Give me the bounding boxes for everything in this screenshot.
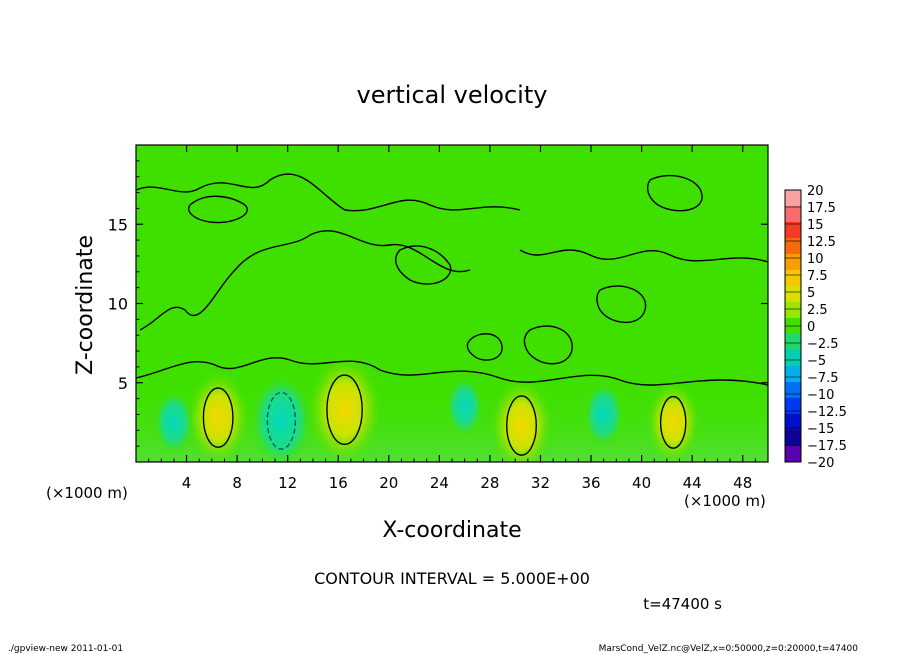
colorbar-label: −20 [807, 456, 834, 471]
colorbar-swatch [785, 430, 801, 447]
footer-left: ./gpview-new 2011-01-01 [8, 644, 123, 654]
x-tick-label: 24 [430, 474, 449, 492]
colorbar-swatch [785, 206, 801, 223]
feature-contour [266, 391, 297, 450]
y-tick-label: 15 [108, 215, 128, 234]
downdraft-region [153, 389, 194, 455]
colorbar-swatch [785, 286, 801, 303]
colorbar-label: 5 [807, 286, 815, 301]
colorbar-label: 15 [807, 218, 824, 233]
colorbar-swatch [785, 302, 801, 319]
updraft-region [305, 352, 384, 462]
y-axis: 5 10 15 [108, 160, 768, 447]
x-tick-label: 16 [329, 474, 348, 492]
contour-line [523, 325, 573, 365]
velocity-features [153, 352, 702, 462]
contour-line [136, 173, 521, 212]
downdraft-region [446, 376, 484, 437]
colorbar-label: −17.5 [807, 439, 847, 454]
x-tick-label: 4 [182, 474, 192, 492]
colorbar-swatch [785, 350, 801, 367]
chart-title: vertical velocity [357, 81, 548, 109]
feature-contour [326, 374, 363, 446]
x-tick-label: 36 [581, 474, 600, 492]
contour-line [136, 357, 768, 386]
contour-line [466, 333, 503, 361]
colorbar-label: 17.5 [807, 201, 836, 216]
colorbar-label: 7.5 [807, 269, 828, 284]
downdraft-region [250, 373, 313, 462]
contour-line [394, 245, 452, 285]
y-tick-label: 5 [118, 374, 128, 393]
x-tick-label: 44 [683, 474, 702, 492]
plot-area [135, 144, 769, 463]
colorbar-swatch [785, 446, 801, 463]
colorbar-label: 20 [807, 184, 824, 199]
time-text: t=47400 s [643, 595, 722, 613]
contour-line [519, 249, 768, 263]
updraft-region [488, 376, 555, 462]
x-tick-label: 48 [733, 474, 752, 492]
colorbar-swatch [785, 254, 801, 271]
contour-line [188, 195, 248, 224]
feature-contours [202, 374, 687, 456]
colorbar-swatch [785, 238, 801, 255]
downdraft-region [583, 381, 624, 447]
x-tick-label: 40 [632, 474, 651, 492]
x-tick-label: 8 [232, 474, 242, 492]
feature-contour [202, 387, 234, 448]
colorbar-label: 12.5 [807, 235, 836, 250]
feature-contour [506, 395, 537, 456]
colorbar-swatch [785, 334, 801, 351]
contour-interval-text: CONTOUR INTERVAL = 5.000E+00 [314, 569, 590, 588]
contour-line [139, 230, 471, 331]
updraft-region [645, 379, 702, 462]
contour-line [646, 174, 703, 212]
x-tick-label: 28 [480, 474, 499, 492]
colorbar-label: −15 [807, 422, 834, 437]
colorbar-swatch [785, 398, 801, 415]
colorbar-label: 10 [807, 252, 824, 267]
colorbar-swatch [785, 414, 801, 431]
colorbar: 20 17.5 15 12.5 10 7.5 5 2.5 0 −2.5 −5 −7.5 −10 −12.5… [784, 184, 847, 471]
colorbar-label: −10 [807, 388, 834, 403]
colorbar-label: −2.5 [807, 337, 839, 352]
colorbar-swatch [785, 366, 801, 383]
x-unit-right: (×1000 m) [684, 492, 766, 510]
colorbar-label: 0 [807, 320, 815, 335]
contour-lines [136, 173, 768, 386]
colorbar-swatch [785, 190, 801, 207]
updraft-region [185, 368, 251, 462]
x-tick-label: 32 [531, 474, 550, 492]
contour-line [596, 285, 647, 324]
colorbar-swatch [785, 270, 801, 287]
colorbar-label: 2.5 [807, 303, 828, 318]
colorbar-label: −7.5 [807, 371, 839, 386]
colorbar-label: −12.5 [807, 405, 847, 420]
x-unit-left: (×1000 m) [46, 484, 128, 502]
x-tick-label: 12 [278, 474, 297, 492]
x-axis: 4 8 12 16 20 24 28 32 36 40 44 48 [148, 145, 756, 492]
colorbar-swatch [785, 222, 801, 239]
x-tick-label: 20 [379, 474, 398, 492]
feature-contour [659, 395, 687, 449]
colorbar-label: −5 [807, 354, 826, 369]
x-axis-label: X-coordinate [382, 518, 521, 543]
y-axis-label: Z-coordinate [73, 235, 98, 375]
y-tick-label: 10 [108, 295, 128, 314]
footer-right: MarsCond_VelZ.nc@VelZ,x=0:50000,z=0:2000… [599, 644, 859, 654]
colorbar-swatch [785, 382, 801, 399]
